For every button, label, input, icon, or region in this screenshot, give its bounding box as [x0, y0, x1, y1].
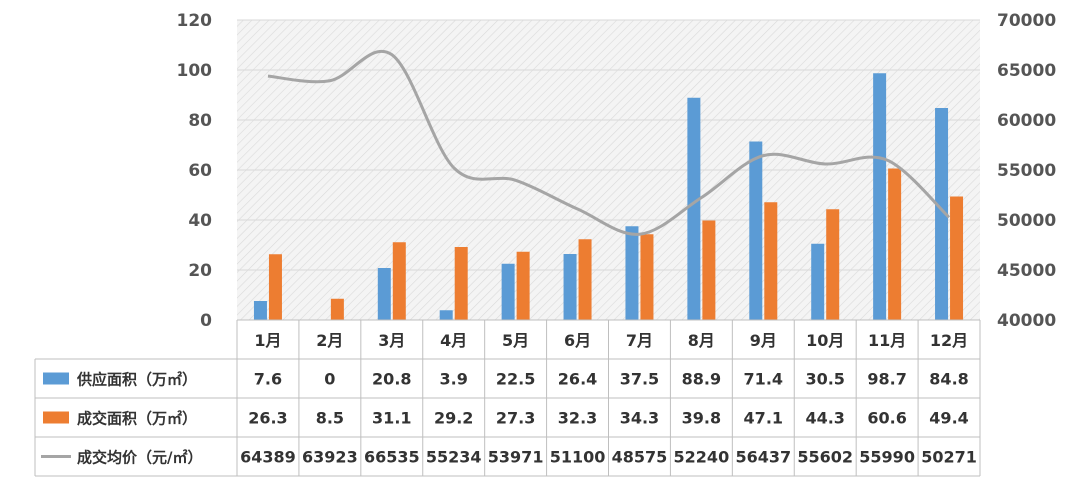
x-tick-label: 11月: [868, 331, 906, 350]
data-label: 84.8: [929, 370, 968, 389]
bar-deal-5: [516, 251, 530, 320]
y-left-tick-label: 0: [200, 311, 212, 331]
bar-deal-10: [826, 209, 840, 320]
data-label: 44.3: [805, 409, 844, 428]
bar-deal-2: [330, 298, 344, 320]
x-tick-label: 9月: [750, 331, 777, 350]
data-label: 71.4: [744, 370, 783, 389]
bar-deal-3: [392, 242, 406, 320]
y-left-tick-label: 80: [188, 111, 212, 131]
legend-label: 供应面积（万㎡）: [76, 371, 197, 389]
x-tick-label: 4月: [440, 331, 467, 350]
data-label: 20.8: [372, 370, 411, 389]
data-label: 8.5: [316, 409, 344, 428]
data-label: 26.3: [248, 409, 287, 428]
data-label: 56437: [735, 448, 791, 467]
x-tick-label: 2月: [316, 331, 343, 350]
x-tick-label: 10月: [806, 331, 844, 350]
price-line: [267, 49, 951, 236]
bar-supply-7: [625, 226, 639, 320]
data-label: 88.9: [682, 370, 721, 389]
x-tick-label: 12月: [930, 331, 968, 350]
data-label: 55602: [797, 448, 853, 467]
legend-swatch: [43, 411, 69, 424]
data-label: 26.4: [558, 370, 597, 389]
x-tick-label: 5月: [502, 331, 529, 350]
bar-supply-5: [501, 263, 515, 320]
bar-supply-6: [563, 254, 577, 320]
data-label: 53971: [488, 448, 544, 467]
bar-supply-3: [377, 268, 391, 320]
data-label: 27.3: [496, 409, 535, 428]
data-label: 31.1: [372, 409, 411, 428]
x-tick-label: 3月: [378, 331, 405, 350]
y-right-tick-label: 55000: [997, 161, 1056, 181]
data-label: 60.6: [867, 409, 906, 428]
data-label: 52240: [674, 448, 730, 467]
bar-deal-11: [888, 168, 902, 320]
bar-supply-9: [749, 141, 763, 320]
bar-supply-1: [253, 301, 267, 320]
y-right-tick-label: 60000: [997, 111, 1056, 131]
y-left-tick-label: 120: [177, 11, 213, 31]
bar-deal-9: [764, 202, 778, 320]
y-right-tick-label: 50000: [997, 211, 1056, 231]
data-label: 51100: [550, 448, 606, 467]
data-label: 37.5: [620, 370, 659, 389]
y-left-tick-label: 60: [188, 161, 212, 181]
y-right-tick-label: 70000: [997, 11, 1056, 31]
data-label: 48575: [612, 448, 668, 467]
legend-swatch: [43, 372, 69, 385]
data-label: 50271: [921, 448, 977, 467]
bar-deal-6: [578, 239, 592, 320]
data-label: 7.6: [254, 370, 282, 389]
data-label: 30.5: [805, 370, 844, 389]
data-label: 55234: [426, 448, 482, 467]
x-tick-label: 8月: [688, 331, 715, 350]
x-tick-label: 6月: [564, 331, 591, 350]
data-label: 32.3: [558, 409, 597, 428]
bar-deal-7: [640, 234, 654, 320]
data-label: 34.3: [620, 409, 659, 428]
x-tick-label: 7月: [626, 331, 653, 350]
bar-deal-8: [702, 220, 716, 320]
bar-supply-4: [439, 310, 453, 320]
data-label: 63923: [302, 448, 358, 467]
data-label: 47.1: [744, 409, 783, 428]
bar-supply-10: [811, 243, 825, 320]
bar-supply-8: [687, 97, 701, 320]
bar-deal-12: [950, 196, 964, 320]
y-right-tick-label: 40000: [997, 311, 1056, 331]
data-label: 66535: [364, 448, 420, 467]
data-label: 98.7: [867, 370, 906, 389]
legend-label: 成交均价（元/㎡）: [77, 449, 202, 467]
y-left-tick-label: 20: [188, 261, 212, 281]
legend-label: 成交面积（万㎡）: [77, 410, 197, 428]
data-label: 29.2: [434, 409, 473, 428]
y-right-tick-label: 45000: [997, 261, 1056, 281]
bar-deal-4: [454, 247, 468, 320]
data-label: 0: [324, 370, 335, 389]
bar-supply-11: [873, 73, 887, 320]
data-label: 22.5: [496, 370, 535, 389]
y-right-tick-label: 65000: [997, 61, 1056, 81]
y-left-tick-label: 100: [177, 61, 213, 81]
y-left-tick-label: 40: [188, 211, 212, 231]
data-label: 3.9: [440, 370, 468, 389]
data-label: 64389: [240, 448, 296, 467]
data-label: 39.8: [682, 409, 721, 428]
x-tick-label: 1月: [254, 331, 281, 350]
bar-supply-12: [935, 108, 949, 320]
data-label: 49.4: [929, 409, 968, 428]
bar-deal-1: [268, 254, 282, 320]
data-label: 55990: [859, 448, 915, 467]
